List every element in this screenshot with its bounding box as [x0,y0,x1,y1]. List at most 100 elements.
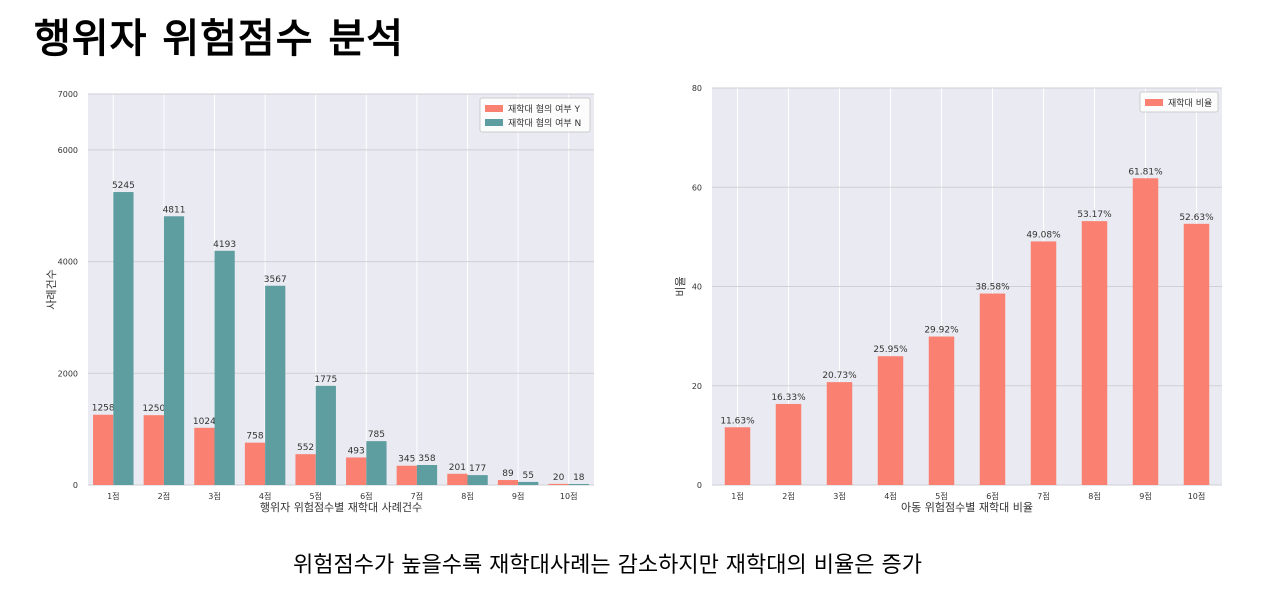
data-label: 758 [246,432,263,442]
data-label: 1024 [193,417,216,427]
data-label: 61.81% [1128,167,1163,177]
data-label: 49.08% [1026,230,1061,240]
bar [928,336,955,485]
bar [346,457,367,485]
y-tick-label: 80 [692,84,702,93]
bar [568,483,589,485]
bar [416,465,438,485]
x-tick-label: 6점 [360,491,372,501]
bar [548,483,569,485]
rereport-rate-chart: 0 20 40 60 80 11.63% 16.33% 20.73% 25.95% 29.92% 3… [674,84,1222,514]
data-label: 25.95% [873,345,908,355]
bar [826,382,853,485]
legend-label: 재학대 혐의 여부 Y [508,103,581,115]
x-tick-label: 9점 [1139,491,1151,501]
summary-caption: 위험점수가 높을수록 재학대사례는 감소하지만 재학대의 비율은 증가 [293,553,922,578]
bar [775,403,802,485]
x-tick-label: 1점 [731,491,743,501]
data-label: 201 [449,463,466,473]
x-tick-label: 7점 [411,491,423,501]
x-tick-label: 8점 [461,491,473,501]
bar [724,427,751,485]
bar [143,415,164,485]
y-axis-label: 비율 [674,276,687,296]
x-tick-label: 5점 [935,491,947,501]
bar [1030,241,1057,485]
y-tick-label: 40 [692,283,702,292]
legend-label: 재학대 혐의 여부 N [508,117,581,129]
data-label: 29.92% [924,326,959,336]
legend [479,97,591,133]
data-label: 552 [297,443,314,453]
data-label: 358 [418,454,435,464]
bar [93,414,114,485]
y-axis-label: 사례건수 [45,269,58,309]
x-tick-label: 3점 [208,491,220,501]
y-tick-label: 20 [692,382,702,391]
data-label: 5245 [112,181,135,191]
data-label: 20 [553,473,565,483]
bar [979,293,1006,485]
bar [315,385,336,485]
x-tick-label: 8점 [1088,491,1100,501]
bar [877,356,904,485]
page-title: 행위자 위험점수 분석 [34,16,405,62]
legend-label: 재학대 비율 [1168,98,1212,109]
data-label: 4193 [213,240,236,250]
y-tick-label: 0 [73,481,78,490]
data-label: 52.63% [1179,213,1214,223]
bar [518,481,539,485]
data-label: 18 [573,473,585,483]
bar [366,441,387,485]
bar [1183,223,1210,486]
data-label: 89 [502,469,514,479]
bar [467,475,488,485]
x-tick-label: 6점 [986,491,998,501]
y-tick-label: 2000 [58,369,78,378]
data-label: 1775 [314,375,337,385]
data-label: 20.73% [822,371,857,381]
x-tick-label: 10점 [560,491,578,501]
data-label: 3567 [264,275,287,285]
bar [497,480,519,485]
risk-count-chart: 0 2000 4000 6000 7000 1258 1250 1024 758 552 493 34… [45,90,594,514]
y-tick-label: 0 [697,481,702,490]
legend-swatch [485,119,503,126]
legend-swatch [1145,99,1163,106]
data-label: 53.17% [1077,210,1112,220]
x-axis-label: 행위자 위험점수별 재학대 사례건수 [260,501,422,514]
data-label: 1258 [92,404,115,414]
x-tick-label: 10점 [1188,491,1206,501]
data-label: 177 [469,464,486,474]
y-tick-label: 6000 [58,146,78,155]
data-label: 493 [348,446,365,456]
bar [194,427,215,485]
x-tick-label: 2점 [158,491,170,501]
bar [163,216,185,485]
x-tick-label: 3점 [833,491,845,501]
bar [295,454,316,485]
bar [396,465,417,485]
x-tick-label: 9점 [512,491,524,501]
data-label: 785 [368,430,385,440]
x-tick-label: 1점 [107,491,119,501]
bar [447,473,468,485]
legend-swatch [485,105,503,112]
x-tick-label: 2점 [782,491,794,501]
data-label: 1250 [142,404,165,414]
data-label: 16.33% [771,393,806,403]
data-label: 38.58% [975,283,1010,293]
bar [1081,221,1108,486]
data-label: 11.63% [720,416,755,426]
bar [113,192,134,485]
data-label: 4811 [163,205,186,215]
x-tick-label: 4점 [259,491,271,501]
data-label: 345 [398,455,415,465]
x-tick-label: 4점 [884,491,896,501]
y-tick-label: 7000 [58,90,78,99]
x-axis-label: 아동 위험점수별 재학대 비율 [901,501,1033,514]
y-tick-label: 60 [692,183,702,192]
legend [1139,91,1219,113]
y-tick-label: 4000 [58,258,78,267]
bar [265,285,286,485]
